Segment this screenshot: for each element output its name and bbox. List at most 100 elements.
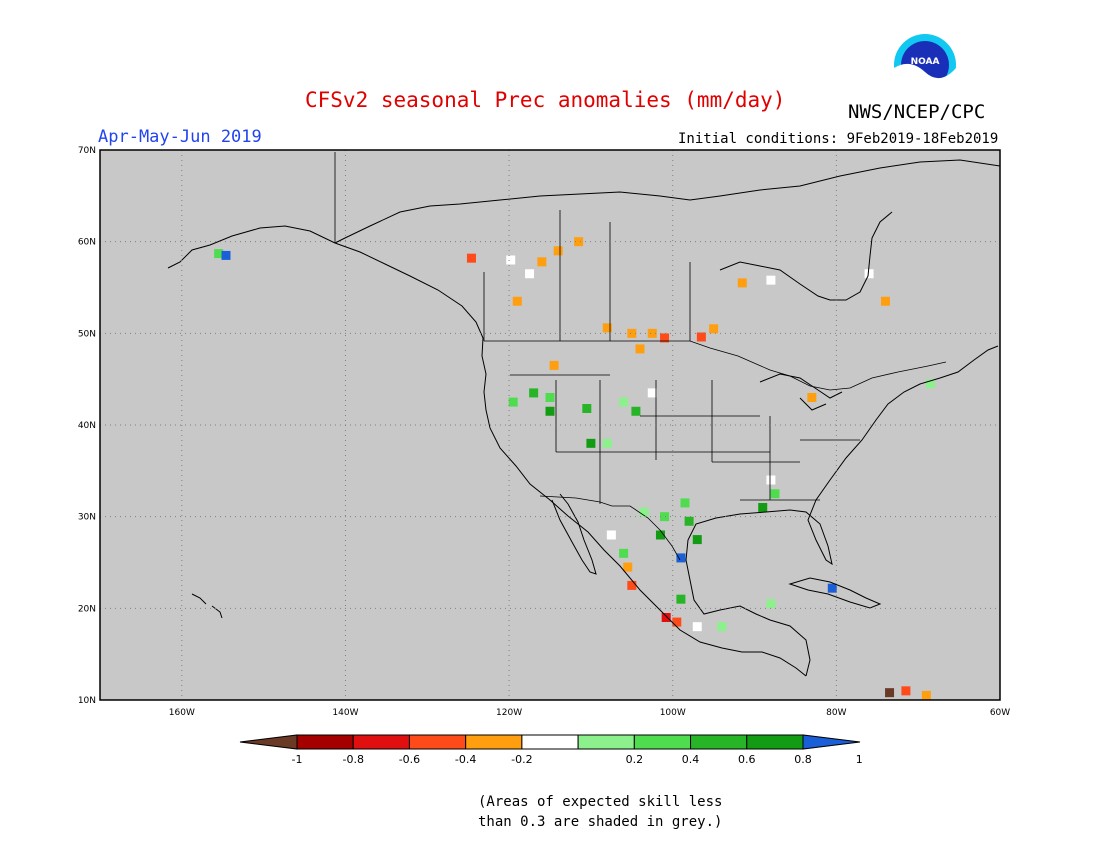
anomaly-cell [885, 688, 895, 698]
anomaly-cell [549, 360, 559, 370]
initial-conditions-label: Initial conditions: 9Feb2019-18Feb2019 [678, 131, 999, 147]
colorbar-label: 0.6 [738, 753, 756, 766]
map-title: CFSv2 seasonal Prec anomalies (mm/day) [305, 88, 786, 112]
agency-label: NWS/NCEP/CPC [848, 101, 986, 123]
anomaly-cell [770, 489, 780, 499]
gulf-of-mexico-coastline [685, 345, 999, 677]
us-mexico-border [539, 495, 681, 561]
anomaly-cell [709, 324, 719, 334]
anomaly-cell [647, 328, 657, 338]
colorbar-swatch [746, 734, 804, 750]
anomaly-cell [676, 553, 686, 563]
colorbar-label: 0.8 [794, 753, 812, 766]
anomaly-cell [574, 237, 584, 247]
longitude-label: 60W [990, 708, 1010, 718]
anomaly-cell [680, 498, 690, 508]
anomaly-cell [692, 535, 702, 545]
anomaly-cell [660, 333, 670, 343]
anomaly-cell [921, 690, 931, 700]
colorbar-swatch [465, 734, 523, 750]
anomaly-cell [623, 562, 633, 572]
colorbar: -1 -0.8 -0.6 -0.4 -0.2 0.2 0.4 0.6 0.8 1 [239, 734, 863, 766]
colorbar-label: -0.8 [342, 753, 363, 766]
anomaly-cell [586, 438, 596, 448]
anomaly-cell [214, 249, 224, 259]
colorbar-swatch [577, 734, 635, 750]
arctic-coastline [334, 159, 1000, 244]
latitude-label: 50N [78, 329, 96, 339]
noaa-logo: NOAA [894, 34, 956, 103]
anomaly-cell [639, 507, 649, 517]
anomaly-cell [737, 278, 747, 288]
anomaly-cell [647, 388, 657, 398]
colorbar-swatch [352, 734, 410, 750]
skill-note-line-2: than 0.3 are shaded in grey.) [478, 814, 723, 830]
anomaly-cell [553, 246, 563, 256]
anomaly-cell [582, 404, 592, 413]
anomaly-cell [537, 257, 547, 267]
colorbar-label: 0.2 [626, 753, 644, 766]
colorbar-label: 0.4 [682, 753, 700, 766]
skill-note-line-1: (Areas of expected skill less [478, 794, 723, 810]
anomaly-cell [221, 250, 231, 260]
anomaly-cell [766, 475, 776, 485]
anomaly-cell [631, 406, 641, 416]
anomaly-cell [696, 332, 706, 342]
longitude-label: 120W [496, 708, 522, 718]
colorbar-swatch [296, 734, 354, 750]
anomaly-cell [766, 599, 776, 609]
latitude-label: 60N [78, 238, 96, 248]
noaa-logo-text: NOAA [911, 57, 940, 67]
anomaly-cell [655, 530, 665, 540]
anomaly-grid-cells [214, 237, 935, 700]
anomaly-cell [619, 397, 629, 407]
latitude-label: 30N [78, 513, 96, 523]
anomaly-cell [684, 516, 694, 526]
anomaly-cell [512, 296, 522, 306]
anomaly-cell [525, 269, 535, 279]
north-america-coastline [167, 225, 807, 677]
anomaly-cell [529, 388, 539, 398]
graticule [100, 150, 1000, 700]
anomaly-cell [606, 530, 616, 540]
great-lakes-outline [759, 373, 843, 411]
anomaly-cell [627, 580, 637, 590]
coastlines [167, 159, 1000, 677]
us-canada-border [484, 340, 947, 391]
canada-province-lines [483, 210, 691, 341]
latitude-label: 70N [78, 146, 96, 156]
longitude-label: 140W [332, 708, 358, 718]
colorbar-label: 1 [856, 753, 863, 766]
longitude-label: 160W [169, 708, 195, 718]
colorbar-swatch [521, 734, 579, 750]
map-frame [99, 149, 1001, 701]
anomaly-cell [602, 438, 612, 448]
anomaly-cell [466, 253, 476, 263]
longitude-label: 100W [660, 708, 686, 718]
colorbar-label: -1 [292, 753, 303, 766]
baja-california-coastline [551, 493, 597, 575]
longitude-label: 80W [826, 708, 846, 718]
anomaly-cell [676, 594, 686, 604]
colorbar-label: -0.6 [399, 753, 420, 766]
anomaly-cell [864, 269, 874, 279]
colorbar-swatch [408, 734, 467, 750]
colorbar-low-arrow [239, 734, 298, 750]
anomaly-cell [672, 617, 682, 627]
colorbar-swatch [690, 734, 748, 750]
colorbar-high-arrow [802, 734, 861, 750]
cuba-outline [788, 577, 882, 609]
anomaly-cell [661, 613, 671, 622]
hudson-bay-coastline [719, 211, 893, 301]
hawaii-outline [191, 593, 223, 619]
anomaly-cell [602, 323, 612, 333]
anomaly-cell [901, 686, 911, 696]
anomaly-cell [766, 275, 776, 285]
us-state-lines [510, 374, 860, 504]
anomaly-cell [508, 397, 518, 407]
anomaly-cell [925, 379, 935, 389]
colorbar-label: -0.4 [455, 753, 476, 766]
anomaly-cell [717, 622, 727, 632]
anomaly-cell [635, 344, 645, 354]
